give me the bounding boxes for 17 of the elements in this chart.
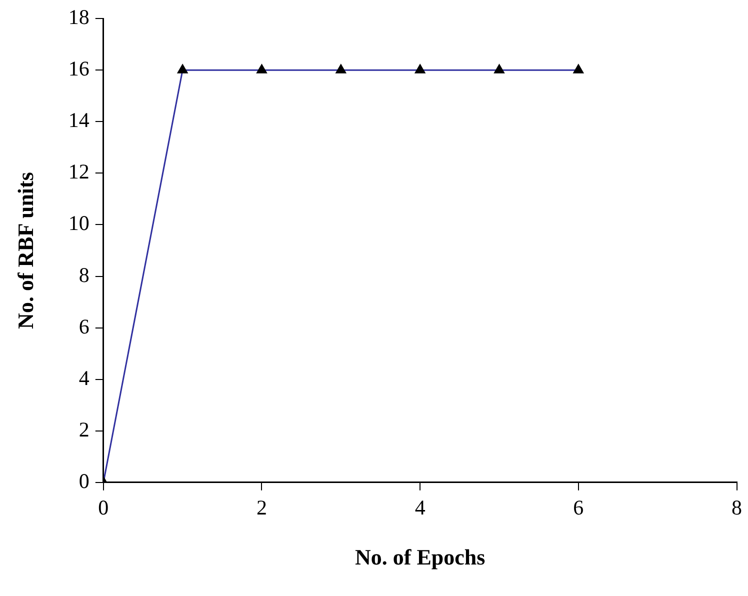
x-axis-title: No. of Epochs [354, 544, 486, 570]
y-tick-label: 14 [68, 108, 90, 132]
y-tick-label: 12 [68, 160, 90, 184]
y-tick-label: 18 [68, 5, 90, 30]
x-tick-label: 6 [573, 496, 584, 520]
y-axis-title: No. of RBF units [12, 172, 38, 329]
x-tick-label: 2 [256, 496, 267, 520]
x-tick-label: 0 [98, 496, 109, 520]
y-tick-label: 4 [78, 366, 90, 390]
y-tick-label: 8 [78, 262, 90, 287]
y-tick-label: 10 [68, 211, 90, 236]
y-tick-label: 16 [68, 56, 90, 81]
y-tick-label: 0 [78, 468, 90, 493]
y-tick-label: 2 [78, 417, 90, 442]
x-tick-label: 8 [732, 496, 742, 520]
y-tick-label: 6 [78, 314, 90, 338]
x-tick-label: 4 [414, 496, 426, 520]
